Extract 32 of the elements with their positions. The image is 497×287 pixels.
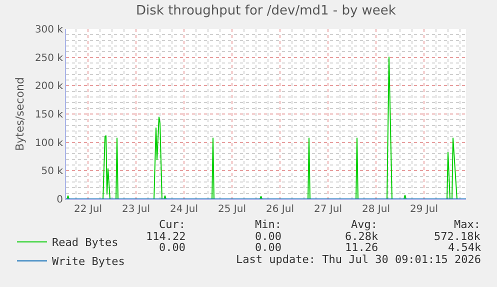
y-axis-title: Bytes/second — [14, 77, 27, 151]
text: 6.28k — [345, 230, 378, 243]
x-tick-label: 29 Jul — [410, 204, 438, 215]
text: 114.22 — [146, 230, 186, 243]
y-tick-label: 300 k — [34, 24, 64, 36]
x-tick-label: 27 Jul — [314, 204, 342, 215]
text: Avg: — [351, 218, 378, 231]
legend-label: Read Bytes — [52, 236, 118, 250]
y-tick-label: 250 k — [34, 52, 64, 64]
text: 572.18k — [434, 230, 481, 243]
x-tick-label: 24 Jul — [170, 204, 198, 215]
x-tick-label: 26 Jul — [266, 204, 294, 215]
text: Last update: Thu Jul 30 09:01:15 2026 — [236, 253, 482, 266]
x-tick-label: 22 Jul — [74, 204, 102, 215]
legend-label: Write Bytes — [52, 255, 125, 268]
x-tick-label: 23 Jul — [122, 204, 150, 215]
text: 0.00 — [255, 241, 282, 254]
text: Max: — [454, 218, 480, 231]
text: 4.54k — [448, 241, 482, 254]
text: 0.00 — [159, 241, 186, 254]
x-tick-label: 28 Jul — [362, 204, 390, 215]
text: 0.00 — [255, 230, 282, 243]
y-tick-label: 0 — [56, 194, 63, 206]
x-tick-label: 25 Jul — [218, 204, 246, 215]
y-tick-label: 150 k — [34, 110, 64, 120]
text: Min: — [255, 218, 282, 231]
y-tick-label: 200 k — [34, 81, 64, 92]
text: Cur: — [159, 218, 186, 231]
y-tick-label: 50 k — [41, 166, 64, 178]
text: 11.26 — [345, 241, 378, 254]
y-tick-label: 100 k — [34, 138, 64, 149]
chart-title: Disk throughput for /dev/md1 - by week — [136, 4, 396, 19]
